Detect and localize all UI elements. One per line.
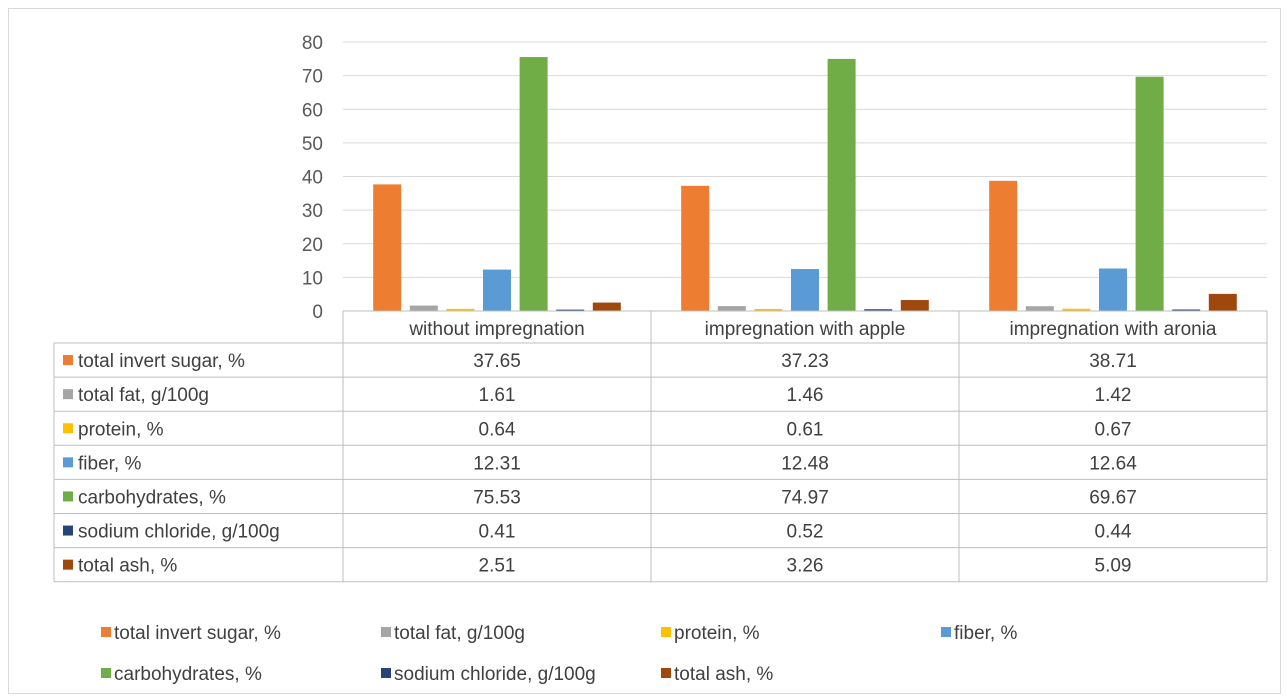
data-label: 37.65 — [473, 351, 521, 372]
y-tick-label: 0 — [312, 302, 323, 323]
legend-key — [63, 355, 73, 366]
bars — [373, 57, 1237, 312]
bar — [1062, 308, 1091, 311]
legend-key — [63, 525, 73, 536]
legend-entry: total invert sugar, % — [114, 623, 281, 644]
bar — [556, 309, 585, 311]
legend-key — [63, 389, 73, 400]
legend-key — [63, 491, 73, 502]
bar — [373, 184, 402, 311]
y-axis: 0 10 20 30 40 50 60 70 80 — [302, 33, 323, 323]
legend: total invert sugar, % total fat, g/100g pr… — [101, 623, 1017, 685]
legend-key — [101, 668, 111, 678]
legend-key — [381, 668, 391, 678]
legend-key — [63, 423, 73, 434]
series-label: total invert sugar, % — [78, 351, 245, 372]
legend-key — [381, 627, 391, 637]
bar — [989, 180, 1018, 311]
chart-svg: 0 10 20 30 40 50 60 70 80 without impregnation im… — [53, 33, 1268, 685]
data-label: 0.61 — [787, 419, 824, 440]
data-label: 3.26 — [787, 556, 824, 577]
bar — [409, 305, 438, 311]
data-label: 12.31 — [473, 453, 521, 474]
y-tick-label: 20 — [302, 235, 323, 256]
series-label: protein, % — [78, 419, 164, 440]
data-label: 12.48 — [781, 453, 829, 474]
y-tick-label: 40 — [302, 168, 323, 189]
bar — [592, 302, 621, 311]
bar — [791, 269, 819, 311]
bar — [754, 308, 783, 311]
legend-entry: protein, % — [674, 623, 760, 644]
data-label: 37.23 — [781, 351, 829, 372]
bar — [900, 300, 929, 311]
legend-entry: sodium chloride, g/100g — [394, 664, 596, 685]
bar — [446, 308, 475, 311]
category-label: impregnation with apple — [705, 319, 906, 340]
data-label: 0.67 — [1095, 419, 1132, 440]
legend-key — [661, 627, 671, 637]
data-label: 0.44 — [1095, 522, 1132, 543]
legend-entry: total ash, % — [674, 664, 773, 685]
data-label: 0.64 — [479, 419, 516, 440]
data-label: 69.67 — [1089, 487, 1137, 508]
y-tick-label: 30 — [302, 201, 323, 222]
data-label: 12.64 — [1089, 453, 1137, 474]
category-label: impregnation with aronia — [1009, 319, 1216, 340]
y-tick-label: 10 — [302, 268, 323, 289]
chart-frame: 0 10 20 30 40 50 60 70 80 without impregnation im… — [8, 8, 1281, 694]
bar — [1208, 293, 1237, 311]
legend-key — [661, 668, 671, 678]
bar — [1025, 306, 1054, 311]
gridlines — [343, 41, 1267, 278]
series-label: sodium chloride, g/100g — [78, 522, 280, 543]
data-label: 5.09 — [1095, 556, 1132, 577]
series-label: total fat, g/100g — [78, 385, 209, 406]
data-label: 38.71 — [1089, 351, 1137, 372]
bar — [864, 309, 893, 311]
data-table: without impregnation impregnation with ap… — [53, 310, 1268, 583]
legend-entry: carbohydrates, % — [114, 664, 262, 685]
y-tick-label: 80 — [302, 33, 323, 54]
data-label: 74.97 — [781, 487, 829, 508]
data-label: 2.51 — [479, 556, 516, 577]
legend-key — [63, 457, 73, 468]
y-tick-label: 70 — [302, 67, 323, 88]
series-label: total ash, % — [78, 556, 177, 577]
bar — [717, 306, 746, 311]
bar — [1172, 309, 1201, 311]
bar — [1135, 76, 1164, 312]
legend-key — [941, 627, 951, 637]
series-label: fiber, % — [78, 453, 141, 474]
data-label: 0.41 — [479, 522, 516, 543]
bar — [519, 57, 548, 311]
category-label: without impregnation — [408, 319, 584, 340]
data-label: 1.61 — [479, 385, 516, 406]
legend-entry: fiber, % — [954, 623, 1017, 644]
series-label: carbohydrates, % — [78, 487, 226, 508]
data-label: 1.46 — [787, 385, 824, 406]
legend-entry: total fat, g/100g — [394, 623, 525, 644]
bar — [827, 58, 856, 311]
bar — [681, 185, 710, 311]
data-label: 75.53 — [473, 487, 521, 508]
y-tick-label: 60 — [302, 100, 323, 121]
bar — [1099, 268, 1127, 311]
bar — [483, 269, 511, 311]
data-label: 1.42 — [1095, 385, 1132, 406]
legend-key — [101, 627, 111, 637]
y-tick-label: 50 — [302, 134, 323, 155]
legend-key — [63, 559, 73, 570]
data-label: 0.52 — [787, 522, 824, 543]
